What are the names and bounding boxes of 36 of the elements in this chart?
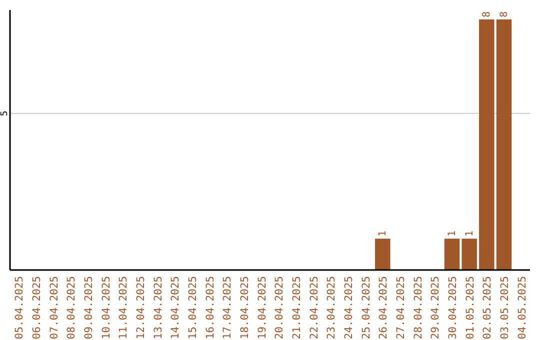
x-tick-label: 21.04.2025 [291, 276, 303, 340]
x-tick-label: 22.04.2025 [308, 276, 320, 340]
x-tick-label: 24.04.2025 [343, 276, 355, 340]
x-tick-label: 01.05.2025 [464, 276, 476, 340]
x-tick-label: 26.04.2025 [378, 276, 390, 340]
x-tick-label: 16.04.2025 [204, 276, 216, 340]
x-tick-label: 23.04.2025 [326, 276, 338, 340]
x-tick-label: 20.04.2025 [274, 276, 286, 340]
x-tick-label: 10.04.2025 [100, 276, 112, 340]
x-tick-label: 08.04.2025 [66, 276, 78, 340]
x-tick-label: 06.04.2025 [31, 276, 43, 340]
x-tick-label: 19.04.2025 [256, 276, 268, 340]
x-tick-label: 18.04.2025 [239, 276, 251, 340]
x-tick-label: 30.04.2025 [447, 276, 459, 340]
x-tick-label: 17.04.2025 [222, 276, 234, 340]
x-tick-label: 11.04.2025 [118, 276, 130, 340]
y-tick-label: 5 [0, 110, 10, 116]
data-label: 1 [378, 230, 389, 237]
data-label: 8 [482, 11, 493, 18]
x-tick-label: 14.04.2025 [170, 276, 182, 340]
x-tick-label: 12.04.2025 [135, 276, 147, 340]
x-tick-label: 03.05.2025 [499, 276, 511, 340]
x-tick-label: 07.04.2025 [48, 276, 60, 340]
x-tick-label: 28.04.2025 [412, 276, 424, 340]
x-tick-label: 04.05.2025 [516, 276, 528, 340]
x-tick-label: 29.04.2025 [430, 276, 442, 340]
data-label: 1 [447, 230, 458, 237]
x-tick-label: 27.04.2025 [395, 276, 407, 340]
x-tick-label: 15.04.2025 [187, 276, 199, 340]
x-tick-label: 02.05.2025 [482, 276, 494, 340]
data-label: 8 [499, 11, 510, 18]
x-tick-label: 05.04.2025 [14, 276, 26, 340]
x-tick-label: 09.04.2025 [83, 276, 95, 340]
x-tick-label: 25.04.2025 [360, 276, 372, 340]
x-tick-label: 13.04.2025 [152, 276, 164, 340]
data-label: 1 [464, 230, 476, 237]
